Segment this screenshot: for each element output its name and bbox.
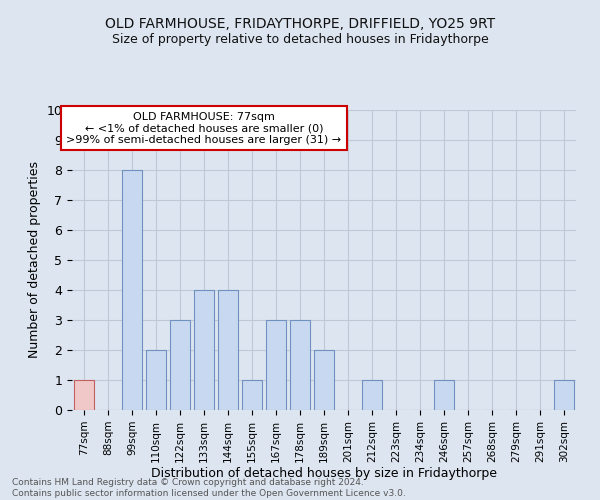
Bar bbox=[290, 320, 310, 410]
Bar bbox=[218, 290, 238, 410]
Bar bbox=[194, 290, 214, 410]
Bar bbox=[170, 320, 190, 410]
Y-axis label: Number of detached properties: Number of detached properties bbox=[28, 162, 41, 358]
Bar bbox=[266, 320, 286, 410]
Bar bbox=[122, 170, 142, 410]
X-axis label: Distribution of detached houses by size in Fridaythorpe: Distribution of detached houses by size … bbox=[151, 468, 497, 480]
Bar bbox=[554, 380, 574, 410]
Text: Size of property relative to detached houses in Fridaythorpe: Size of property relative to detached ho… bbox=[112, 32, 488, 46]
Bar bbox=[314, 350, 334, 410]
Text: OLD FARMHOUSE, FRIDAYTHORPE, DRIFFIELD, YO25 9RT: OLD FARMHOUSE, FRIDAYTHORPE, DRIFFIELD, … bbox=[105, 18, 495, 32]
Text: OLD FARMHOUSE: 77sqm
← <1% of detached houses are smaller (0)
>99% of semi-detac: OLD FARMHOUSE: 77sqm ← <1% of detached h… bbox=[67, 112, 341, 144]
Bar bbox=[242, 380, 262, 410]
Bar bbox=[362, 380, 382, 410]
Bar bbox=[146, 350, 166, 410]
Bar bbox=[74, 380, 94, 410]
Text: Contains HM Land Registry data © Crown copyright and database right 2024.
Contai: Contains HM Land Registry data © Crown c… bbox=[12, 478, 406, 498]
Bar bbox=[434, 380, 454, 410]
